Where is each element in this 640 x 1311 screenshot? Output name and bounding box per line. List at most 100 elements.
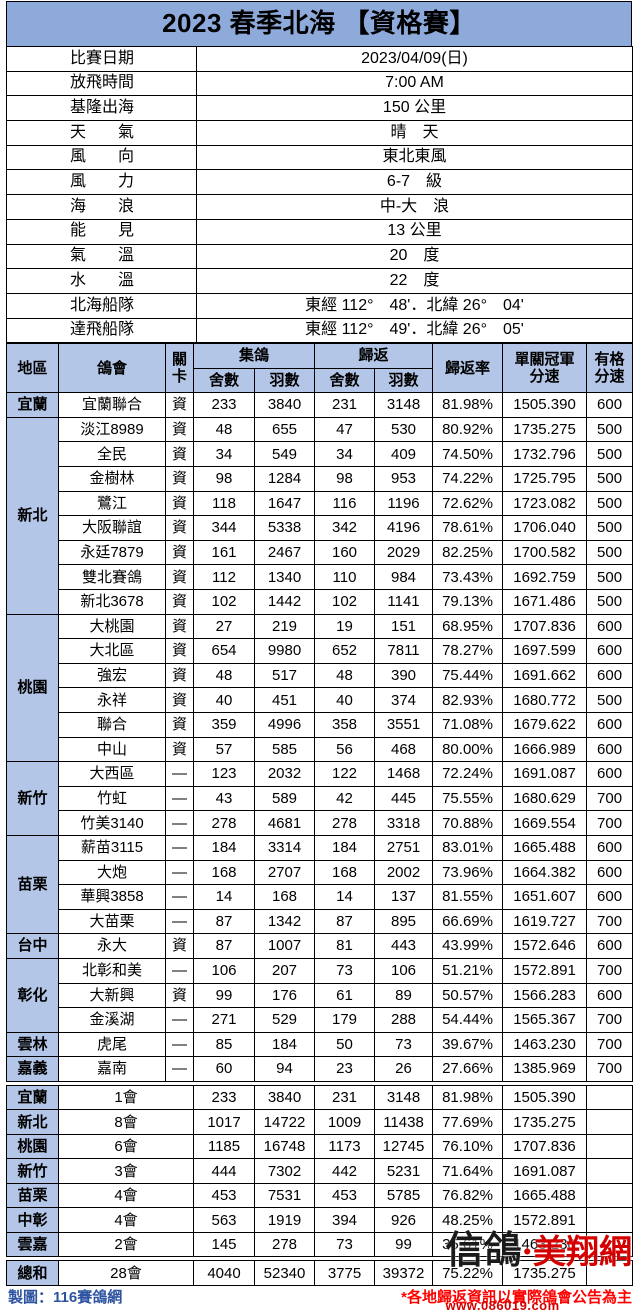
cell-winner-speed: 1669.554 (502, 810, 588, 836)
cell-club-name: 淡江8989 (58, 416, 166, 443)
header-birds-returned: 羽數 (374, 367, 434, 394)
cell-return-rate: 72.62% (432, 490, 504, 517)
cell-lofts-returned: 81 (314, 933, 376, 959)
cell-club-name: 嘉南 (58, 1056, 166, 1082)
region-cell: 雲嘉 (6, 1231, 59, 1258)
cell-club-name: 大阪聯誼 (58, 515, 166, 541)
cell-birds-returned: 106 (374, 957, 434, 984)
cell-birds-returned: 1141 (374, 589, 434, 615)
cell-club-count: 1會 (58, 1084, 194, 1111)
cell-return-rate: 73.43% (432, 564, 504, 590)
cell-lofts-collected: 34 (193, 441, 255, 468)
info-value: 東經 112° 48'．北緯 26° 04' (196, 292, 633, 319)
cell-birds-collected: 2707 (253, 859, 316, 886)
cell-birds-collected: 1442 (253, 589, 316, 615)
cell-birds-returned: 99 (374, 1231, 433, 1258)
info-label: 風 力 (6, 169, 197, 196)
header-lofts-collected: 舍數 (193, 367, 255, 394)
cell-club-name: 永大 (58, 933, 166, 959)
cell-gate: — (165, 1056, 194, 1082)
info-label: 放飛時間 (6, 70, 197, 97)
cell-gate: 資 (165, 392, 194, 418)
cell-gate: 資 (165, 416, 194, 443)
cell-lofts-returned: 110 (314, 564, 376, 590)
cell-lofts-collected: 14 (193, 884, 255, 910)
cell-gate: 資 (165, 982, 194, 1009)
cell-winner-speed: 1691.087 (502, 1158, 587, 1184)
cell-winner-speed: 1505.390 (502, 392, 588, 418)
cell-lofts-collected: 40 (193, 687, 255, 713)
cell-return-rate: 81.98% (432, 392, 504, 418)
info-value: 13 公里 (196, 218, 633, 245)
info-label: 海 浪 (6, 194, 197, 220)
info-value: 7:00 AM (196, 70, 633, 97)
footer: 製圖：116賽鴿網 *各地歸返資訊以實際鴿會公告為主 (6, 1287, 632, 1309)
cell-lofts-collected: 184 (193, 834, 255, 861)
cell-club-count: 3會 (58, 1158, 194, 1184)
cell-lofts-returned: 42 (314, 785, 376, 812)
info-value: 150 公里 (196, 95, 633, 122)
cell-club-name: 虎尾 (58, 1031, 166, 1058)
region-cell: 苗栗 (6, 1182, 59, 1209)
cell-birds-returned: 137 (374, 884, 434, 910)
info-label: 達飛船隊 (6, 317, 197, 344)
cell-winner-speed: 1725.795 (502, 466, 588, 492)
cell-qualifying-speed: 600 (586, 933, 634, 959)
cell-lofts-returned: 61 (314, 982, 376, 1009)
total-row: 總和 28會 4040 52340 3775 39372 75.22% 1735.275 (6, 1260, 633, 1287)
cell-birds-returned: 7811 (374, 638, 434, 664)
club-row: 強宏資 48 517 48 390 75.44% 1691.662 600 (7, 662, 634, 689)
cell-birds-returned: 12745 (374, 1133, 433, 1160)
cell-qualifying-speed: 500 (586, 490, 634, 517)
cell-return-rate: 71.64% (432, 1158, 503, 1184)
cell-winner-speed: 1691.662 (502, 662, 588, 689)
cell-club-name: 金溪湖 (58, 1007, 166, 1033)
cell-lofts-collected: 233 (193, 392, 255, 418)
cell-lofts-collected: 453 (193, 1182, 255, 1209)
cell-gate: 資 (165, 589, 194, 615)
cell-return-rate: 82.93% (432, 687, 504, 713)
club-row: 新北 淡江8989 資 48 655 47 530 80.92% 1735.275 500 (6, 416, 634, 615)
header-collected: 集鴿 (192, 343, 316, 369)
cell-birds-collected: 549 (253, 441, 316, 468)
cell-winner-speed: 1385.969 (502, 1056, 588, 1082)
info-label: 水 溫 (6, 268, 197, 294)
region-cell: 總和 (6, 1260, 59, 1287)
cell-lofts-collected: 57 (193, 736, 255, 763)
cell-qualifying-speed: 600 (586, 638, 634, 664)
cell-birds-returned: 288 (374, 1007, 434, 1033)
summary-row: 苗栗 4會 453 7531 453 5785 76.82% 1665.488 (6, 1182, 633, 1209)
club-row: 金樹林資 98 1284 98 953 74.22% 1725.795 500 (7, 466, 634, 492)
race-info-table: 比賽日期 2023/04/09(日) 放飛時間 7:00 AM 基隆出海 150 公里天 … (6, 46, 633, 344)
cell-club-name: 金樹林 (58, 466, 166, 492)
cell-lofts-returned: 1009 (314, 1109, 375, 1135)
club-rows: 宜蘭 宜蘭聯合資 233 3840 231 3148 81.98% 1505.390 600 新北… (6, 392, 634, 1082)
cell-lofts-collected: 48 (193, 662, 255, 689)
club-row: 雙北賽鴿資 112 1340 110 984 73.43% 1692.759 500 (7, 564, 634, 590)
cell-club-name: 鷺江 (58, 490, 166, 517)
cell-gate: — (165, 908, 194, 935)
cell-qualifying-speed: 700 (586, 957, 634, 984)
cell-birds-returned: 3148 (374, 392, 434, 418)
cell-club-name: 大新興 (58, 982, 166, 1009)
club-row: 苗栗 薪苗3115—184 3314 184 2751 83.01% 1665.488 600 (6, 834, 634, 935)
region-cell: 台中 (6, 933, 59, 959)
cell-return-rate: 81.98% (432, 1084, 503, 1111)
cell-lofts-collected: 60 (193, 1056, 255, 1082)
club-row: 竹美3140—278 4681 278 3318 70.88% 1669.554 700 (7, 810, 634, 836)
summary-row: 雲嘉 2會 145 278 73 99 35.61% 1463.230 (6, 1231, 633, 1258)
cell-return-rate: 27.66% (432, 1056, 504, 1082)
cell-lofts-returned: 102 (314, 589, 376, 615)
cell-lofts-collected: 161 (193, 539, 255, 566)
club-row: 竹虹 —43 589 42 445 75.55% 1680.629 700 (7, 785, 634, 812)
cell-club-count: 6會 (58, 1133, 194, 1160)
info-row: 達飛船隊 東經 112° 49'．北緯 26° 05' (6, 317, 633, 344)
club-row: 大阪聯誼資 344 5338 342 4196 78.61% 1706.040 500 (7, 515, 634, 541)
cell-birds-returned: 11438 (374, 1109, 433, 1135)
total-rows: 總和 28會 4040 52340 3775 39372 75.22% 1735.275 (6, 1260, 633, 1287)
cell-birds-collected: 14722 (254, 1109, 315, 1135)
summary-row: 新竹 3會 444 7302 442 5231 71.64% 1691.087 (6, 1158, 633, 1184)
cell-qualifying-speed: 700 (586, 810, 634, 836)
header-qualifying-speed: 有格分速 (586, 343, 634, 394)
cell-winner-speed: 1651.607 (502, 884, 588, 910)
